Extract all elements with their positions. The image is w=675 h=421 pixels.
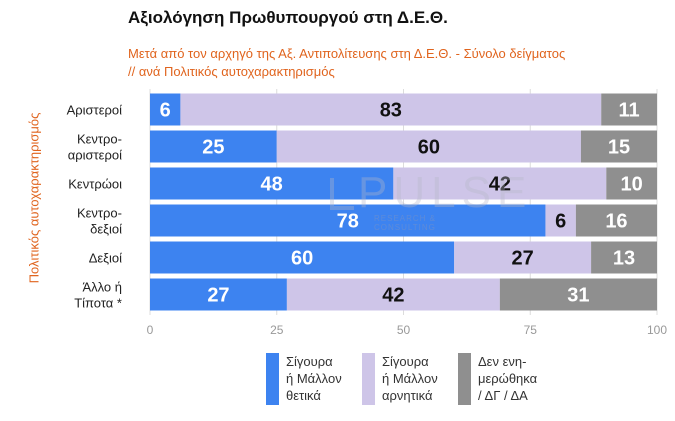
bar-segment-1-2 [580,130,657,163]
category-label-5: Άλλο ή Τίποτα * [74,280,122,311]
bar-segment-1-0 [150,130,277,163]
watermark-subtext: RESEARCH & CONSULTING [374,214,437,232]
x-tick-label-100: 100 [647,323,667,337]
chart-subtitle-line-1: Μετά από τον αρχηγό της Αξ. Αντιπολίτευσ… [128,46,566,61]
bar-segment-0-0 [150,93,181,126]
data-label-0-0: 6 [160,100,171,122]
x-tick-label-50: 50 [397,323,411,337]
data-label-4-0: 60 [291,248,313,270]
bar-segment-5-0 [150,278,287,311]
category-label-1: Κεντρο-αριστεροί [68,132,122,163]
legend-swatch-0 [266,353,279,405]
data-label-0-1: 83 [380,100,402,122]
x-tick-label-75: 75 [524,323,538,337]
bar-segment-1-1 [276,130,581,163]
bar-segment-4-1 [454,241,592,274]
bar-segment-4-2 [591,241,657,274]
bar-segment-0-2 [601,93,657,126]
bar-segment-3-2 [575,204,657,237]
data-label-3-1: 6 [555,211,566,233]
data-label-5-1: 42 [382,285,404,307]
category-label-2: Κεντρώοι [68,177,122,192]
category-label-0: Αριστεροί [67,103,123,118]
bar-segment-4-0 [150,241,455,274]
pulse-logo-mark [330,178,354,210]
data-label-1-0: 25 [202,137,224,159]
bar-segment-2-0 [150,167,394,200]
bar-segment-5-2 [499,278,657,311]
legend-label-2: Δεν ενη- μερώθηκα / ΔΓ / ΔΑ [478,354,538,403]
x-tick-label-25: 25 [270,323,284,337]
bar-segment-5-1 [286,278,500,311]
data-label-3-0: 78 [337,211,359,233]
bar-segment-2-2 [606,167,657,200]
data-label-1-1: 60 [418,137,440,159]
data-label-2-2: 10 [621,174,643,196]
data-label-1-2: 15 [608,137,630,159]
legend-swatch-2 [458,353,471,405]
x-tick-label-0: 0 [147,323,154,337]
data-label-4-2: 13 [613,248,635,270]
pulse-watermark-logo: PULSE RESEARCH & CONSULTING [330,168,526,232]
legend-label-0: Σίγουρα ή Μάλλον θετικά [286,354,342,403]
data-label-2-0: 48 [261,174,283,196]
category-label-3: Κεντρο-δεξιοί [77,206,122,237]
legend-swatch-1 [362,353,375,405]
bar-segment-3-0 [150,204,546,237]
legend-label-1: Σίγουρα ή Μάλλον αρνητικά [382,354,438,403]
category-label-4: Δεξιοί [89,251,122,266]
bar-segment-0-1 [180,93,602,126]
chart-subtitle-line-2: // ανά Πολιτικός αυτοχαρακτηρισμός [128,64,335,79]
data-label-0-2: 11 [619,100,640,122]
data-label-2-1: 42 [489,174,511,196]
data-label-4-1: 27 [512,248,534,270]
bar-segment-2-1 [393,167,607,200]
data-label-5-2: 31 [567,285,589,307]
data-label-5-0: 27 [207,285,229,307]
chart-title: Αξιολόγηση Πρωθυπουργού στη Δ.Ε.Θ. [128,8,448,27]
data-label-3-2: 16 [605,211,627,233]
bar-segment-3-1 [545,204,576,237]
watermark-text: PULSE [358,168,533,217]
